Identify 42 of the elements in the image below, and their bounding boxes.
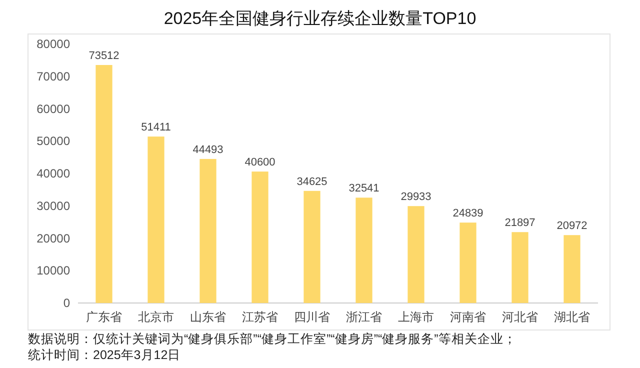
y-tick-label: 50000 (36, 134, 70, 148)
bar (304, 190, 320, 303)
data-label: 32541 (348, 182, 380, 195)
y-tick-label: 80000 (36, 37, 70, 51)
x-tick-label: 广东省 (86, 310, 122, 324)
bar (200, 158, 216, 303)
y-tick-label: 70000 (36, 69, 70, 84)
data-label: 44493 (192, 144, 224, 156)
y-tick-label: 60000 (36, 102, 70, 116)
chart-title: 2025年全国健身行业存续企业数量TOP10 (164, 9, 476, 28)
bar (96, 65, 112, 303)
bar (356, 198, 372, 303)
bar (512, 232, 528, 303)
data-label: 51411 (141, 122, 171, 134)
bar (148, 136, 164, 303)
y-tick-label: 20000 (36, 231, 70, 246)
x-tick-label: 河南省 (450, 310, 486, 324)
data-label: 73512 (88, 50, 120, 62)
x-tick-label: 四川省 (294, 310, 330, 324)
y-tick-label: 0 (63, 296, 70, 310)
text: 数据说明：仅统计关键词为“健身俱乐部”“健身工作室”“健身房”“健身服务”等相关企业； (28, 331, 516, 346)
y-tick-label: 30000 (36, 198, 70, 213)
x-tick-label: 北京市 (138, 310, 174, 324)
x-tick-label: 上海市 (398, 310, 434, 324)
data-label: 40600 (244, 156, 276, 169)
bar (252, 172, 268, 303)
data-label: 20972 (556, 220, 588, 232)
y-tick-label: 40000 (36, 166, 70, 180)
bar (564, 235, 580, 303)
x-tick-label: 江苏省 (242, 310, 278, 324)
x-tick-label: 湖北省 (554, 310, 590, 324)
x-tick-label: 山东省 (190, 310, 226, 324)
text: 统计时间：2025年3月12日 (28, 348, 181, 362)
data-label: 24839 (452, 208, 484, 220)
data-label: 21897 (504, 217, 536, 230)
data-label: 29933 (400, 191, 432, 204)
y-tick-label: 10000 (36, 264, 70, 278)
x-tick-label: 河北省 (502, 310, 538, 324)
bar (408, 206, 424, 303)
bar (460, 222, 476, 303)
data-label: 34625 (296, 176, 328, 188)
x-tick-label: 浙江省 (346, 310, 382, 324)
